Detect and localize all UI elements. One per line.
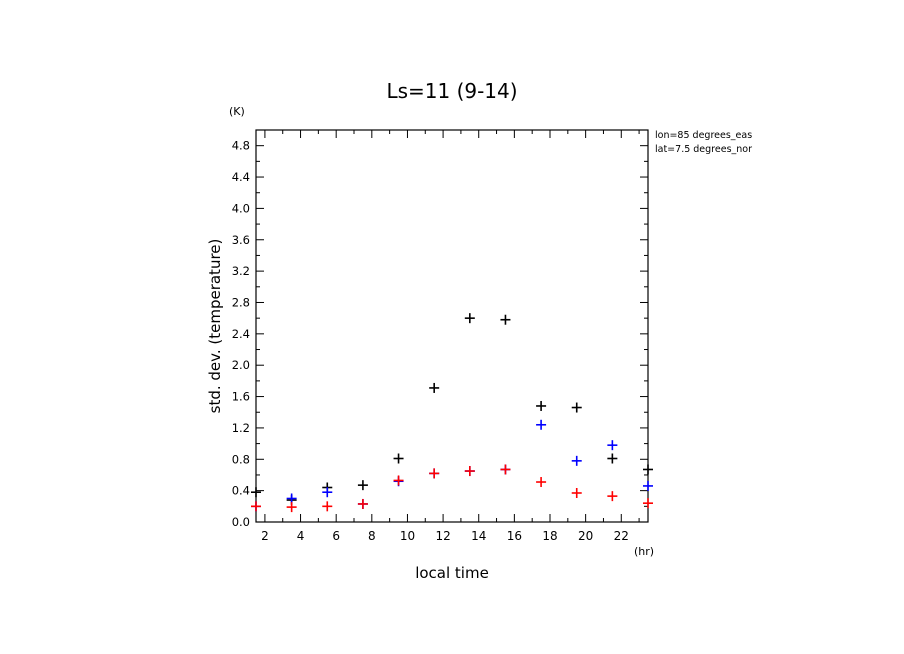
data-point-series-2	[322, 501, 333, 512]
x-tick-label: 10	[400, 529, 415, 543]
data-point-series-0	[251, 487, 261, 498]
data-point-series-0	[536, 400, 547, 411]
y-tick-label: 3.2	[232, 264, 250, 278]
data-point-series-1	[571, 455, 582, 466]
data-point-series-2	[357, 498, 368, 509]
y-tick-label: 3.6	[232, 233, 250, 247]
data-point-series-1	[607, 440, 618, 451]
data-point-series-2	[464, 466, 475, 477]
y-axis-label: std. dev. (temperature)	[206, 239, 224, 414]
data-point-series-2	[536, 477, 547, 488]
x-tick-label: 12	[435, 529, 450, 543]
y-tick-label: 0.4	[232, 484, 250, 498]
x-tick-label: 6	[332, 529, 340, 543]
data-marks	[251, 313, 653, 513]
y-tick-label: 2.8	[232, 295, 250, 309]
data-point-series-2	[607, 491, 618, 502]
data-point-series-0	[357, 480, 368, 491]
data-point-series-2	[571, 487, 582, 498]
annotation-lon: lon=85 degrees_eas	[655, 130, 752, 141]
y-tick-label: 2.4	[232, 327, 250, 341]
x-unit-label: (hr)	[634, 545, 654, 558]
data-point-series-0	[607, 453, 618, 464]
y-tick-label: 1.6	[232, 390, 250, 404]
x-tick-label: 18	[542, 529, 557, 543]
data-point-series-2	[429, 468, 440, 479]
x-tick-label: 14	[471, 529, 486, 543]
data-point-series-0	[464, 313, 475, 324]
y-tick-label: 1.2	[232, 421, 250, 435]
axes: 2 4 6 8 10 12 14 16 18 20 22 0.0 0.4 0.8 1.2 1.6 2.0 2.4 2…	[232, 130, 648, 543]
plot-frame	[255, 129, 649, 523]
y-tick-label: 4.4	[232, 170, 250, 184]
x-axis-label: local time	[415, 564, 489, 582]
x-tick-label: 8	[368, 529, 376, 543]
x-tick-label: 4	[297, 529, 305, 543]
data-point-series-1	[643, 480, 653, 491]
data-point-series-2	[393, 475, 404, 486]
y-tick-label: 4.0	[232, 201, 250, 215]
data-point-series-0	[500, 314, 511, 325]
data-point-series-0	[393, 453, 404, 464]
y-tick-label: 2.0	[232, 358, 250, 372]
data-point-series-2	[286, 502, 297, 513]
data-point-series-0	[643, 464, 653, 475]
annotation-lat: lat=7.5 degrees_nor	[655, 144, 752, 155]
data-point-series-1	[286, 493, 297, 504]
x-tick-label: 20	[578, 529, 593, 543]
y-tick-label: 4.8	[232, 139, 250, 153]
data-point-series-2	[643, 498, 653, 509]
y-unit-label: (K)	[229, 105, 245, 118]
chart-title: Ls=11 (9-14)	[386, 79, 517, 103]
x-tick-label: 2	[261, 529, 269, 543]
x-tick-label: 16	[507, 529, 522, 543]
data-point-series-2	[251, 501, 261, 512]
data-point-series-0	[429, 382, 440, 393]
y-tick-label: 0.0	[232, 515, 250, 529]
data-point-series-1	[536, 419, 547, 430]
data-point-series-1	[322, 487, 333, 498]
x-tick-label: 22	[614, 529, 629, 543]
data-point-series-2	[500, 464, 511, 475]
y-tick-label: 0.8	[232, 452, 250, 466]
data-point-series-0	[571, 402, 582, 413]
